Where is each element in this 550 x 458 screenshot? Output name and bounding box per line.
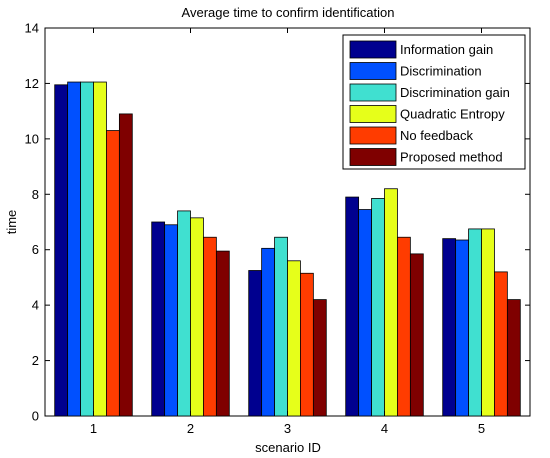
legend-label: Proposed method — [400, 150, 503, 165]
legend-label: Discrimination — [400, 64, 482, 79]
legend-swatch — [349, 83, 397, 102]
y-tick-label: 4 — [32, 298, 39, 313]
bar-5-cat-2 — [203, 236, 217, 417]
x-tick-label: 3 — [284, 421, 291, 436]
y-tick-label: 8 — [32, 187, 39, 202]
bar-1-cat-2 — [151, 221, 166, 417]
bar-3-cat-2 — [177, 210, 191, 417]
bar-1-cat-1 — [54, 84, 69, 417]
bar-2-cat-1 — [67, 81, 81, 417]
y-tick-label: 2 — [32, 353, 39, 368]
bar-6-cat-1 — [118, 113, 133, 417]
bar-4-cat-2 — [190, 217, 204, 417]
bar-4-cat-5 — [481, 228, 495, 417]
y-tick-label: 6 — [32, 242, 39, 257]
bar-4-cat-3 — [287, 260, 301, 417]
bar-1-cat-3 — [248, 270, 263, 417]
bar-3-cat-1 — [80, 81, 94, 417]
legend-swatch — [349, 62, 397, 80]
bar-5-cat-1 — [106, 130, 120, 417]
bar-4-cat-4 — [384, 188, 398, 417]
bars-group — [54, 81, 521, 417]
x-tick-label: 5 — [478, 421, 485, 436]
y-tick-label: 0 — [32, 409, 39, 424]
x-axis-label: scenario ID — [255, 440, 321, 455]
bar-3-cat-3 — [274, 236, 288, 417]
y-tick-label: 12 — [25, 76, 39, 91]
y-axis-label: time — [4, 210, 19, 235]
x-tick-label: 2 — [187, 421, 194, 436]
bar-2-cat-5 — [455, 239, 469, 417]
bar-2-cat-2 — [164, 224, 178, 417]
bar-6-cat-2 — [215, 250, 230, 417]
bar-6-cat-4 — [409, 253, 424, 417]
bar-3-cat-5 — [468, 228, 482, 417]
bar-5-cat-5 — [494, 271, 508, 417]
x-axis-ticks: 1 2 3 4 5 — [90, 28, 485, 436]
bar-6-cat-3 — [312, 299, 327, 417]
y-tick-label: 14 — [25, 21, 39, 36]
legend-swatch — [349, 105, 397, 123]
x-tick-label: 1 — [90, 421, 97, 436]
bar-1-cat-5 — [442, 238, 457, 417]
bar-2-cat-3 — [261, 247, 275, 417]
y-axis-ticks: 0 2 4 6 8 10 12 14 — [25, 21, 530, 424]
bar-2-cat-4 — [358, 209, 372, 417]
bar-5-cat-4 — [397, 236, 411, 417]
x-tick-label: 4 — [381, 421, 388, 436]
bar-1-cat-4 — [345, 196, 360, 417]
legend-label: Information gain — [400, 42, 493, 57]
bar-4-cat-1 — [93, 81, 107, 417]
legend-label: No feedback — [400, 128, 473, 143]
legend-swatch — [349, 40, 397, 59]
legend-label: Discrimination gain — [400, 85, 510, 100]
legend-swatch — [349, 126, 397, 145]
bar-5-cat-3 — [300, 272, 314, 417]
legend: Information gain Discrimination Discrimina… — [342, 34, 526, 170]
y-tick-label: 10 — [25, 131, 39, 146]
chart-title: Average time to confirm identification — [182, 5, 395, 20]
legend-swatch — [349, 148, 397, 166]
legend-label: Quadratic Entropy — [400, 107, 505, 122]
bar-6-cat-5 — [506, 299, 521, 417]
bar-3-cat-4 — [371, 198, 385, 417]
